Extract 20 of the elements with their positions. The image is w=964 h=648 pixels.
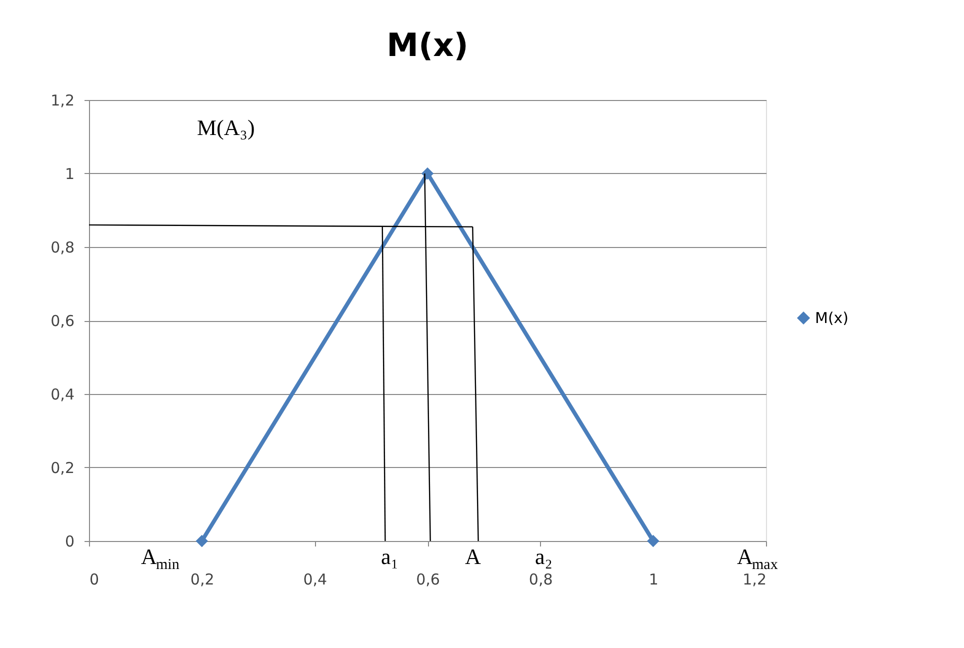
y-tick-label: 0,2 [50,459,74,477]
chart-title: M(x) [386,26,468,64]
x-tick-label: 0 [90,570,100,588]
y-tick-label: 0,6 [50,312,74,330]
x-tick-label: 1,2 [742,570,766,588]
text: a₁ [381,544,398,569]
x-tick-label: 0,4 [303,570,328,588]
text: a₂ [535,544,552,569]
y-tick-label: 0,8 [50,238,74,256]
legend-label: M(x) [815,309,849,327]
annotation: M(A₃) [197,115,255,140]
x-tick-label: 1 [648,570,658,588]
x-tick-label: 0,6 [416,570,440,588]
y-tick-label: 1 [64,165,74,183]
text: A [465,544,481,569]
x-tick-label: 0,8 [528,570,553,588]
y-tick-label: 1,2 [50,92,74,110]
x-tick-label: 0,2 [190,570,214,588]
y-tick-label: 0 [64,532,74,550]
y-tick-label: 0,4 [50,386,74,404]
